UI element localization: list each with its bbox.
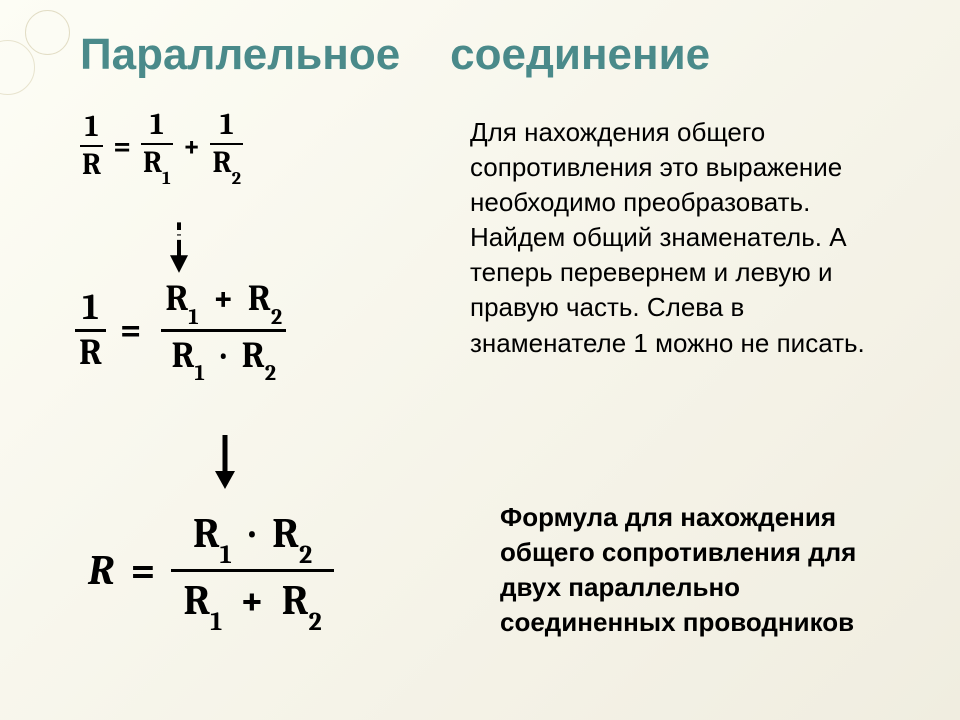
eq1-equals: = bbox=[103, 129, 141, 164]
eq3-equals: = bbox=[115, 546, 172, 595]
eq2-lhs-num: 1 bbox=[78, 290, 103, 329]
eq2-rhs-num: R1 + R2 bbox=[155, 275, 292, 329]
eq2-lhs-den: R bbox=[75, 329, 106, 371]
bg-decor-circle bbox=[25, 10, 70, 55]
eq3-rhs-den: R1 + R2 bbox=[171, 569, 333, 636]
eq3-lhs: R bbox=[88, 546, 115, 595]
arrow-down-icon bbox=[168, 222, 190, 281]
eq1-t2-num: 1 bbox=[218, 110, 236, 143]
arrow-down-icon bbox=[213, 435, 237, 498]
eq1-plus: + bbox=[173, 129, 211, 164]
equation-2: 1 R = R1 + R2 R1 · R2 bbox=[75, 275, 292, 385]
title-word-2: соединение bbox=[450, 30, 710, 79]
eq1-t1-den: R1 bbox=[141, 143, 173, 183]
eq1-lhs-den: R bbox=[80, 145, 103, 180]
explanation-paragraph-2: Формула для нахождения общего сопротивле… bbox=[500, 500, 915, 640]
eq2-rhs-den: R1 · R2 bbox=[161, 329, 286, 386]
eq2-equals: = bbox=[106, 310, 155, 351]
eq3-rhs-num: R1 · R2 bbox=[181, 505, 324, 569]
equation-1: 1 R = 1 R1 + 1 R2 bbox=[80, 110, 243, 183]
explanation-paragraph-1: Для нахождения общего сопротивления это … bbox=[470, 115, 905, 361]
title-word-1: Параллельное bbox=[80, 30, 400, 79]
equation-3: R = R1 · R2 R1 + R2 bbox=[88, 505, 334, 637]
page-title: Параллельное соединение bbox=[80, 30, 710, 80]
eq1-t1-num: 1 bbox=[148, 110, 166, 143]
bg-decor-circle bbox=[0, 40, 35, 95]
eq1-t2-den: R2 bbox=[210, 143, 243, 183]
eq1-lhs-num: 1 bbox=[83, 112, 101, 145]
